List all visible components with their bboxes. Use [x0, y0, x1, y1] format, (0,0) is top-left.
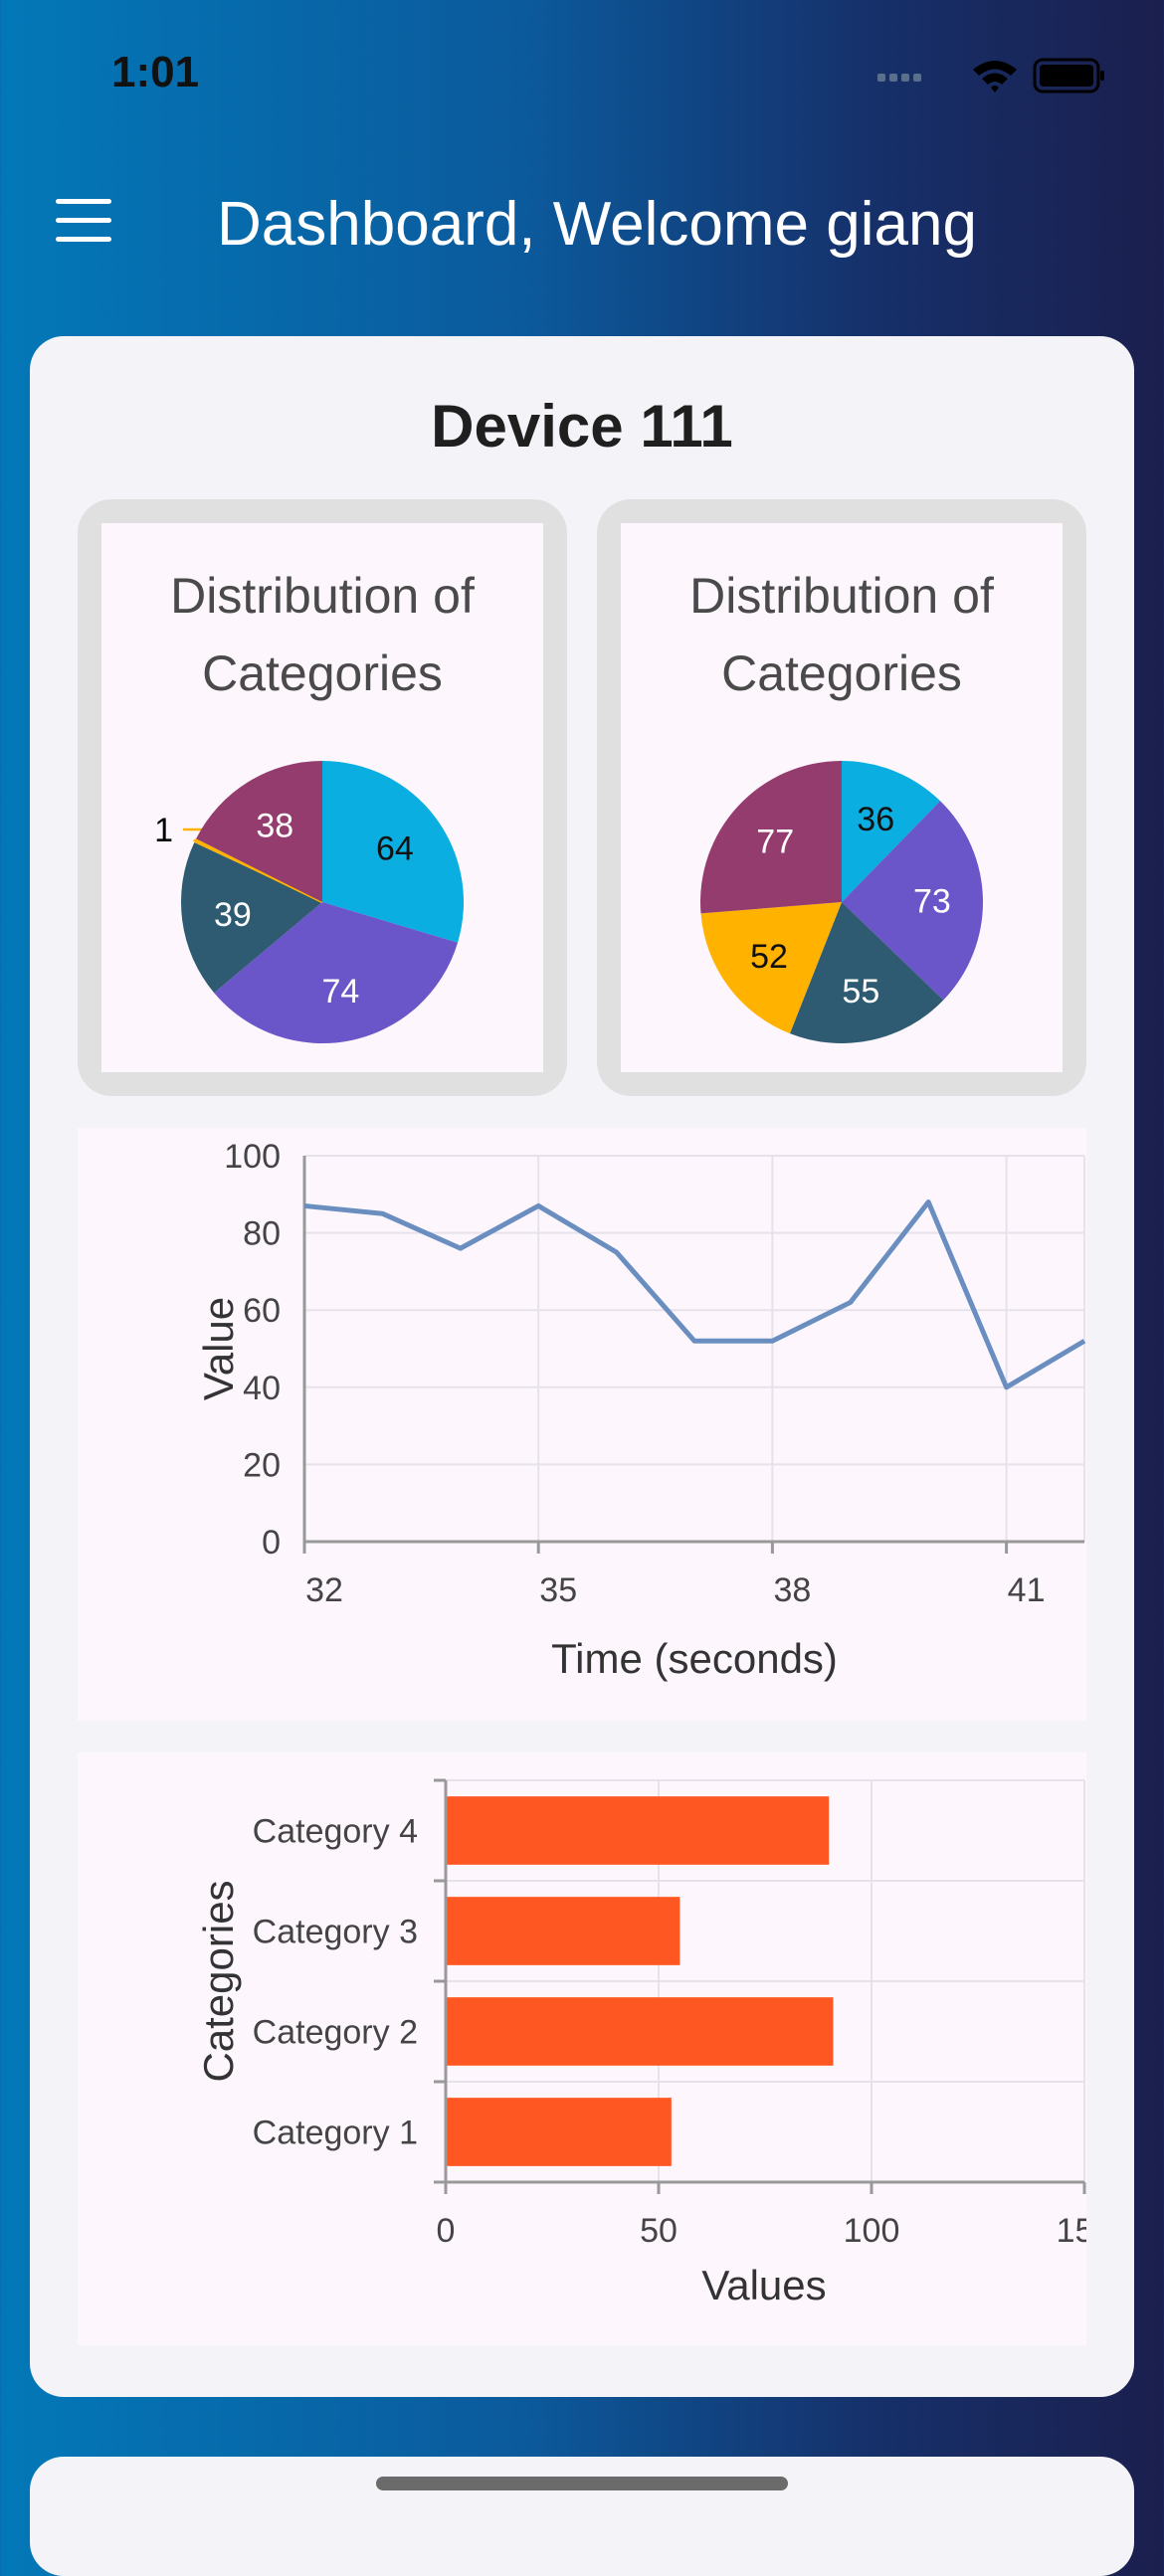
status-icons	[877, 58, 1104, 93]
pie-chart-right: 36 73 55 52 77	[700, 761, 983, 1043]
pie-slice-label: 1	[154, 812, 173, 849]
bar	[446, 1997, 834, 2066]
pie-slice	[196, 761, 322, 902]
hamburger-menu-icon[interactable]	[56, 199, 111, 243]
category-label: Category 1	[253, 2115, 418, 2152]
bar	[446, 1796, 830, 1865]
pie-slice-label: 36	[857, 801, 894, 838]
x-tick-label: 0	[437, 2212, 456, 2250]
pie-title-line1: Distribution of	[170, 568, 475, 624]
pie-slice	[214, 902, 459, 1043]
pie-title-line1: Distribution of	[689, 568, 994, 624]
x-axis-label: Time (seconds)	[551, 1635, 838, 1682]
pie-chart-card-left: Distribution of Categories 64 74 39 1 38	[78, 499, 567, 1096]
pie-chart-title-right: Distribution of Categories	[621, 557, 1063, 712]
device-card: Device 111 Distribution of Categories 64…	[30, 336, 1134, 2397]
pie-slice	[842, 761, 941, 902]
x-tick-label: 35	[539, 1571, 577, 1609]
x-tick-label: 41	[1008, 1571, 1046, 1609]
y-tick-label: 100	[224, 1138, 281, 1176]
device-title: Device 111	[431, 393, 733, 460]
pie-slice-label: 74	[321, 973, 359, 1011]
pie-slice	[180, 841, 322, 994]
pie-slice-label: 55	[842, 973, 879, 1011]
pie-title-line2: Categories	[202, 645, 443, 701]
x-tick-label: 38	[773, 1571, 811, 1609]
pie-slice	[700, 902, 842, 1034]
pie-chart-panel-left: Distribution of Categories 64 74 39 1 38	[101, 523, 543, 1072]
app-bar: Dashboard, Welcome giang	[0, 169, 1164, 278]
status-bar: 1:01	[0, 0, 1164, 149]
x-axis-label: Values	[701, 2262, 826, 2308]
pie-slice-label: 52	[750, 938, 788, 976]
bar	[446, 2098, 672, 2166]
pie-slice-label: 64	[376, 830, 414, 868]
wifi-icon	[973, 61, 1017, 92]
pie-slice-label: 39	[214, 896, 252, 934]
line-series	[303, 1199, 1086, 1390]
bar-chart-panel: 0 50 100 150 Category 1 Category 2 Category 3 C…	[78, 1752, 1112, 2345]
pie-slice-label: 73	[913, 883, 951, 921]
app-title: Dashboard, Welcome giang	[217, 190, 977, 259]
y-tick-label: 0	[262, 1524, 281, 1562]
pie-chart-left: 64 74 39 1 38	[154, 761, 464, 1043]
pie-chart-card-right: Distribution of Categories 36 73 55 52 77	[597, 499, 1086, 1096]
pie-slice-label: 77	[756, 823, 794, 860]
battery-icon	[1033, 58, 1104, 93]
x-tick-label: 32	[305, 1571, 343, 1609]
next-device-card	[30, 2457, 1134, 2576]
x-tick-label: 100	[844, 2212, 900, 2250]
category-label: Category 4	[253, 1813, 418, 1851]
status-time: 1:01	[111, 48, 200, 96]
bar-chart: 0 50 100 150 Category 1 Category 2 Category 3 C…	[195, 1778, 1112, 2308]
line-chart-panel: 0 20 40 60 80 100 32 35 38 41 Time (seconds) Value	[78, 1128, 1086, 1721]
category-label: Category 3	[253, 1914, 418, 1951]
line-chart: 0 20 40 60 80 100 32 35 38 41 Time (seconds) Value	[195, 1138, 1086, 1682]
pie-slice-label: 38	[256, 808, 293, 845]
pie-title-line2: Categories	[721, 645, 962, 701]
pie-chart-title-left: Distribution of Categories	[101, 557, 543, 712]
y-tick-label: 80	[243, 1215, 281, 1253]
bar	[446, 1897, 680, 1965]
pie-slice	[842, 801, 983, 1001]
y-tick-label: 20	[243, 1446, 281, 1484]
y-axis-label: Value	[195, 1297, 242, 1400]
home-indicator	[376, 2477, 788, 2490]
y-tick-label: 40	[243, 1370, 281, 1407]
x-tick-label: 50	[640, 2212, 678, 2250]
pie-chart-panel-right: Distribution of Categories 36 73 55 52 77	[621, 523, 1063, 1072]
pie-slice	[789, 902, 944, 1043]
cellular-signal-icon	[877, 74, 921, 82]
pie-slice	[700, 761, 842, 914]
category-label: Category 2	[253, 2014, 418, 2052]
y-tick-label: 60	[243, 1292, 281, 1330]
x-tick-label: 150	[1057, 2212, 1086, 2250]
y-axis-label: Categories	[195, 1880, 242, 2082]
pie-slice	[322, 761, 464, 943]
